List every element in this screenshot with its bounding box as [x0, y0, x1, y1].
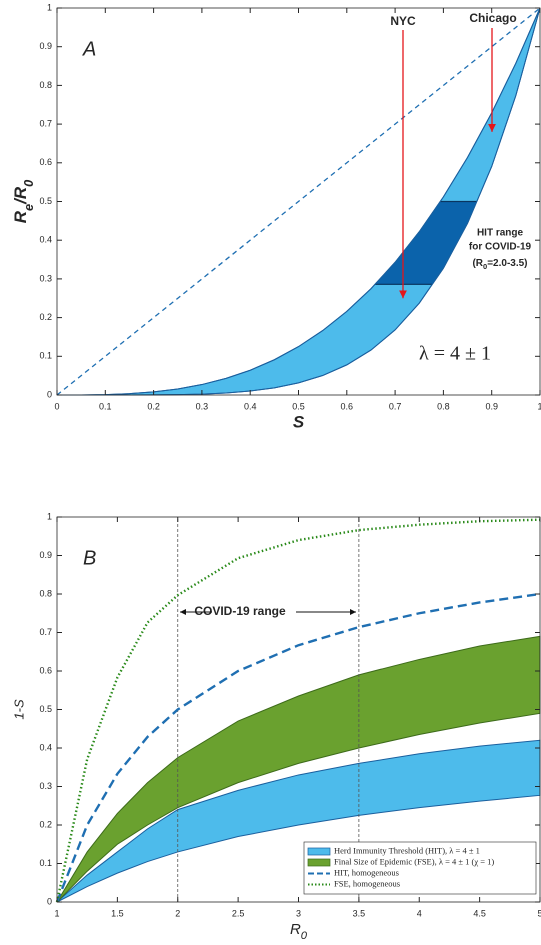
line	[56, 7, 541, 396]
x-tick-label: 0.8	[437, 401, 450, 411]
subscript: e	[21, 204, 36, 211]
line	[55, 518, 541, 903]
x-tick-label: 0.1	[99, 401, 112, 411]
y-tick-label: 0.9	[39, 550, 52, 560]
legend-swatch	[307, 858, 331, 867]
text-part: R	[11, 210, 30, 223]
legend: Herd Immunity Threshold (HIT), λ = 4 ± 1…	[303, 841, 537, 895]
x-tick-label: 0.6	[341, 401, 354, 411]
x-tick-label: 0.5	[292, 401, 305, 411]
y-tick-label: 1	[47, 511, 52, 521]
annotation: Chicago	[469, 11, 516, 25]
annotation: HIT range	[477, 228, 524, 239]
y-tick-label: 0.6	[39, 157, 52, 167]
y-tick-label: 1	[47, 2, 52, 12]
y-tick-label: 0.3	[39, 781, 52, 791]
annotation: (R0=2.0-3.5)	[472, 258, 527, 272]
y-tick-label: 0.3	[39, 273, 52, 283]
x-tick-label: 0.4	[244, 401, 257, 411]
panel-label: B	[83, 547, 96, 569]
panel: 0 0.1 0.2 0.3 0.4 0.5 0.6 0.7 0.8 0.9 1 0 0.1 0.2 0.3 0…	[39, 2, 541, 411]
y-tick-label: 0	[47, 389, 52, 399]
subscript: 0	[21, 180, 36, 187]
text-part: /R	[11, 186, 30, 205]
y-tick-label: 0.8	[39, 588, 52, 598]
y-tick-label: 0.2	[39, 312, 52, 322]
y-tick-label: 0.4	[39, 742, 52, 752]
y-axis-label: Re/R0	[11, 180, 35, 223]
y-tick-label: 0.5	[39, 704, 52, 714]
x-tick-label: 4	[417, 908, 422, 918]
subscript: 0	[301, 930, 308, 942]
y-tick-label: 0.8	[39, 80, 52, 90]
x-tick-label: 1	[54, 908, 59, 918]
x-tick-label: 1	[537, 401, 541, 411]
text-part: R	[290, 921, 301, 938]
panel-label: A	[82, 38, 96, 60]
x-tick-label: 0.7	[389, 401, 402, 411]
x-axis-label: R0	[290, 921, 308, 942]
line	[55, 592, 541, 903]
y-tick-label: 0	[47, 896, 52, 906]
y-tick-label: 0.1	[39, 858, 52, 868]
text-part: =2.0-3.5)	[487, 258, 527, 269]
x-tick-label: 3.5	[353, 908, 366, 918]
y-tick-label: 0.7	[39, 118, 52, 128]
y-tick-label: 0.9	[39, 41, 52, 51]
x-tick-label: 0.2	[147, 401, 160, 411]
y-axis-label: 1-S	[11, 699, 26, 720]
subscript: 0	[483, 262, 487, 271]
annotation: for COVID-19	[469, 242, 532, 253]
legend-label: Herd Immunity Threshold (HIT), λ = 4 ± 1	[334, 845, 480, 855]
y-tick-label: 0.1	[39, 351, 52, 361]
x-tick-label: 2	[175, 908, 180, 918]
y-tick-label: 0.4	[39, 235, 52, 245]
x-tick-label: 3	[296, 908, 301, 918]
x-tick-label: 0.3	[196, 401, 209, 411]
annotation: λ = 4 ± 1	[419, 343, 491, 365]
x-axis-label: S	[293, 412, 305, 431]
legend-label: Final Size of Epidemic (FSE), λ = 4 ± 1 …	[334, 856, 494, 866]
x-tick-label: 1.5	[111, 908, 124, 918]
legend-label: HIT, homogeneous	[334, 867, 399, 877]
y-tick-label: 0.2	[39, 819, 52, 829]
legend-box	[303, 841, 537, 895]
annotation: NYC	[390, 14, 416, 28]
text-part: (R	[472, 258, 483, 269]
y-tick-label: 0.6	[39, 665, 52, 675]
x-tick-label: 4.5	[473, 908, 486, 918]
annotation: COVID-19 range	[194, 604, 286, 618]
legend-label: FSE, homogeneous	[334, 878, 400, 888]
legend-swatch	[307, 847, 331, 856]
x-tick-label: 2.5	[232, 908, 245, 918]
x-tick-label: 5	[537, 908, 541, 918]
y-tick-label: 0.5	[39, 196, 52, 206]
y-tick-label: 0.7	[39, 627, 52, 637]
panel: 1 1.5 2 2.5 3 3.5 4 4.5 5 0 0.1 0.2 0.3 0.4 0.5 0.6 0.7 0…	[39, 511, 541, 918]
x-tick-label: 0	[54, 401, 59, 411]
x-tick-label: 0.9	[485, 401, 498, 411]
